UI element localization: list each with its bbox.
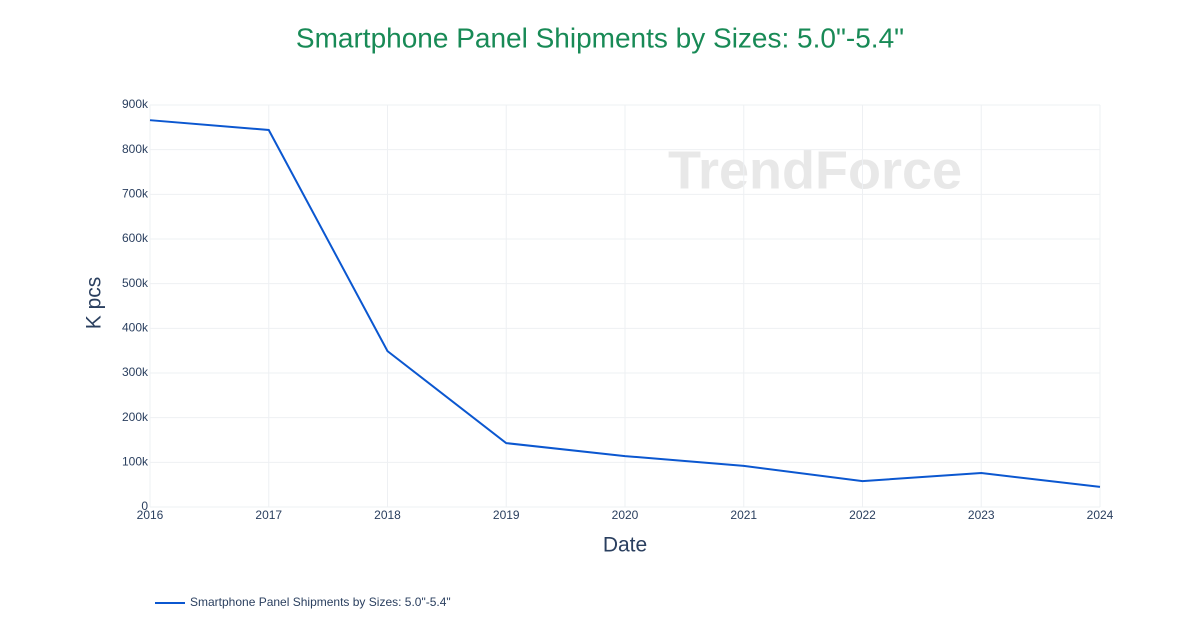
x-axis-title: Date xyxy=(603,534,647,557)
data-line xyxy=(149,119,1101,488)
x-tick-label: 2018 xyxy=(374,508,401,522)
x-tick-label: 2020 xyxy=(612,508,639,522)
chart-title: Smartphone Panel Shipments by Sizes: 5.0… xyxy=(296,22,904,53)
y-tick-label: 800k xyxy=(122,142,149,156)
y-axis-title: K pcs xyxy=(83,277,106,330)
y-tick-label: 0 xyxy=(141,499,148,513)
legend-label: Smartphone Panel Shipments by Sizes: 5.0… xyxy=(190,595,451,609)
y-tick-label: 300k xyxy=(122,365,149,379)
x-tick-label: 2019 xyxy=(493,508,520,522)
y-tick-label: 100k xyxy=(122,455,149,469)
y-tick-label: 500k xyxy=(122,276,149,290)
y-tick-label: 200k xyxy=(122,410,149,424)
y-tick-label: 900k xyxy=(122,97,149,111)
x-tick-label: 2016 xyxy=(137,508,164,522)
x-tick-label: 2017 xyxy=(255,508,282,522)
watermark: TrendForce xyxy=(668,140,962,200)
x-tick-label: 2021 xyxy=(730,508,757,522)
x-tick-label: 2024 xyxy=(1087,508,1114,522)
y-tick-label: 400k xyxy=(122,321,149,335)
x-tick-label: 2022 xyxy=(849,508,876,522)
x-tick-label: 2023 xyxy=(968,508,995,522)
y-tick-label: 600k xyxy=(122,231,149,245)
y-tick-label: 700k xyxy=(122,187,149,201)
